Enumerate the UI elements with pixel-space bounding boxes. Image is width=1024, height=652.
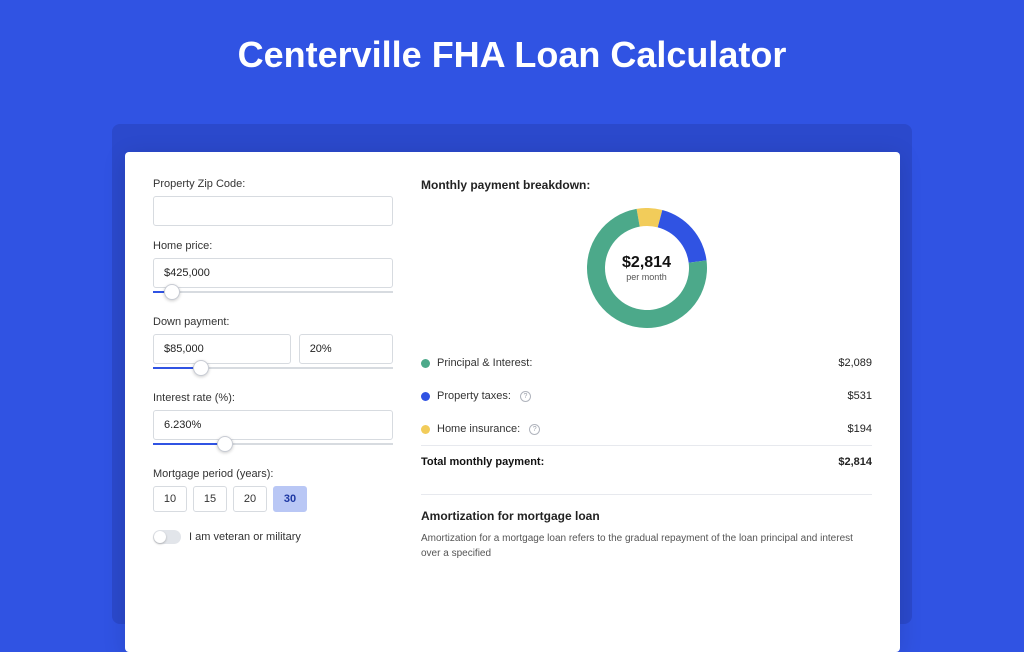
veteran-label: I am veteran or military [189,531,301,543]
down-payment-input[interactable] [153,334,291,364]
total-amount: $2,814 [838,456,872,468]
down-payment-pct-input[interactable] [299,334,393,364]
toggle-knob [154,531,166,543]
legend-amount: $2,089 [838,357,872,369]
breakdown-column: Monthly payment breakdown: $2,814 per mo… [421,178,872,626]
amortization-section: Amortization for mortgage loan Amortizat… [421,494,872,561]
legend-dot [421,359,430,368]
legend-dot [421,392,430,401]
legend: Principal & Interest: $2,089 Property taxe… [421,346,872,445]
rate-label: Interest rate (%): [153,392,393,404]
total-row: Total monthly payment: $2,814 [421,445,872,478]
donut-sublabel: per month [626,272,667,282]
veteran-toggle[interactable] [153,530,181,544]
donut-center: $2,814 per month [587,208,707,328]
legend-label: Home insurance: [437,423,520,435]
legend-amount: $531 [848,390,872,402]
period-option-15[interactable]: 15 [193,486,227,512]
slider-track [153,291,393,293]
calculator-card: Property Zip Code: Home price: Down paym… [125,152,900,652]
legend-row: Property taxes:? $531 [421,379,872,412]
down-payment-field: Down payment: [153,316,393,378]
amortization-title: Amortization for mortgage loan [421,509,872,523]
period-field: Mortgage period (years): 10152030 [153,468,393,512]
home-price-field: Home price: [153,240,393,302]
amortization-text: Amortization for a mortgage loan refers … [421,531,872,561]
form-column: Property Zip Code: Home price: Down paym… [153,178,393,626]
slider-fill [153,443,225,445]
period-label: Mortgage period (years): [153,468,393,480]
legend-dot [421,425,430,434]
rate-input[interactable] [153,410,393,440]
slider-thumb[interactable] [164,284,180,300]
slider-thumb[interactable] [193,360,209,376]
page-title: Centerville FHA Loan Calculator [0,0,1024,98]
down-payment-label: Down payment: [153,316,393,328]
legend-label: Principal & Interest: [437,357,532,369]
legend-amount: $194 [848,423,872,435]
zip-field: Property Zip Code: [153,178,393,226]
info-icon[interactable]: ? [520,391,531,402]
veteran-row: I am veteran or military [153,530,393,544]
total-label: Total monthly payment: [421,456,544,468]
down-payment-slider[interactable] [153,364,393,378]
breakdown-title: Monthly payment breakdown: [421,178,872,192]
home-price-label: Home price: [153,240,393,252]
rate-slider[interactable] [153,440,393,454]
rate-field: Interest rate (%): [153,392,393,454]
period-option-30[interactable]: 30 [273,486,307,512]
legend-row: Home insurance:? $194 [421,412,872,445]
legend-label: Property taxes: [437,390,511,402]
legend-row: Principal & Interest: $2,089 [421,346,872,379]
zip-label: Property Zip Code: [153,178,393,190]
period-option-10[interactable]: 10 [153,486,187,512]
slider-thumb[interactable] [217,436,233,452]
period-row: 10152030 [153,486,393,512]
donut-value: $2,814 [622,254,671,272]
home-price-slider[interactable] [153,288,393,302]
zip-input[interactable] [153,196,393,226]
info-icon[interactable]: ? [529,424,540,435]
donut-chart: $2,814 per month [587,208,707,328]
home-price-input[interactable] [153,258,393,288]
donut-wrap: $2,814 per month [421,204,872,346]
period-option-20[interactable]: 20 [233,486,267,512]
